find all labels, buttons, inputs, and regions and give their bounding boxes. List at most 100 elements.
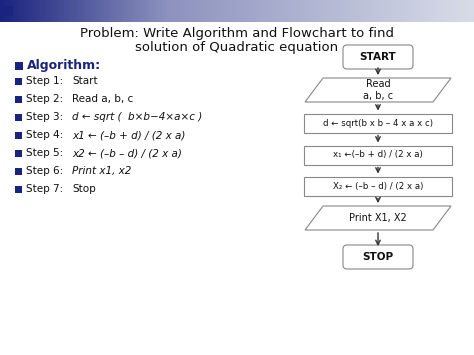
Text: Step 5:: Step 5:	[26, 148, 63, 158]
Bar	[403, 0, 406, 22]
Bar	[339, 0, 342, 22]
Text: Step 7:: Step 7:	[26, 184, 63, 194]
Text: Step 2:: Step 2:	[26, 94, 63, 104]
Bar	[83, 0, 86, 22]
Bar	[405, 0, 409, 22]
Bar	[168, 0, 172, 22]
Bar	[81, 0, 84, 22]
Bar	[431, 0, 435, 22]
Bar	[299, 0, 302, 22]
Text: x1 ← (–b + d) / (2 x a): x1 ← (–b + d) / (2 x a)	[72, 130, 185, 140]
Bar	[15, 149, 22, 157]
Bar	[254, 0, 257, 22]
Bar	[275, 0, 278, 22]
Bar	[455, 0, 458, 22]
Bar	[19, 0, 22, 22]
Bar	[370, 0, 373, 22]
Bar	[128, 0, 131, 22]
Bar	[289, 0, 292, 22]
Bar	[258, 0, 262, 22]
Bar	[360, 0, 364, 22]
Bar	[15, 95, 22, 103]
Bar	[135, 0, 138, 22]
Bar	[73, 0, 77, 22]
Bar	[348, 0, 352, 22]
Bar	[220, 0, 224, 22]
Text: Read
a, b, c: Read a, b, c	[363, 79, 393, 101]
Bar	[346, 0, 349, 22]
Bar	[242, 0, 245, 22]
Bar	[109, 0, 112, 22]
Bar	[15, 168, 22, 175]
Bar	[280, 0, 283, 22]
Bar	[365, 0, 368, 22]
Bar	[358, 0, 361, 22]
Bar	[306, 0, 309, 22]
Bar	[15, 114, 22, 120]
Bar	[204, 0, 207, 22]
Bar	[182, 0, 186, 22]
Bar	[0, 0, 3, 22]
Bar	[130, 0, 134, 22]
Text: Step 4:: Step 4:	[26, 130, 63, 140]
Bar	[15, 131, 22, 138]
Bar	[382, 0, 385, 22]
Bar	[329, 0, 333, 22]
Text: Print X1, X2: Print X1, X2	[349, 213, 407, 223]
Bar	[201, 0, 205, 22]
Bar	[85, 0, 89, 22]
Bar	[47, 0, 51, 22]
Bar	[391, 0, 394, 22]
Bar	[5, 0, 8, 22]
Bar	[36, 0, 39, 22]
Bar	[325, 0, 328, 22]
Bar	[149, 0, 153, 22]
Bar	[17, 0, 20, 22]
Bar	[353, 0, 356, 22]
Text: d ← sqrt (  b×b−4×a×c ): d ← sqrt ( b×b−4×a×c )	[72, 112, 202, 122]
Bar	[154, 0, 157, 22]
Bar	[277, 0, 281, 22]
Bar	[178, 0, 181, 22]
Bar	[171, 0, 174, 22]
Bar	[45, 0, 48, 22]
Bar	[211, 0, 214, 22]
Text: x₁ ←(–b + d) / (2 x a): x₁ ←(–b + d) / (2 x a)	[333, 151, 423, 159]
Bar	[185, 0, 188, 22]
Bar	[142, 0, 146, 22]
Bar	[453, 0, 456, 22]
Bar	[303, 0, 307, 22]
Bar	[268, 0, 271, 22]
Bar	[237, 0, 240, 22]
Bar	[52, 0, 55, 22]
Bar	[379, 0, 383, 22]
Bar	[26, 0, 29, 22]
Text: Step 1:: Step 1:	[26, 76, 63, 86]
Bar	[239, 0, 243, 22]
Bar	[460, 0, 463, 22]
Bar	[450, 0, 454, 22]
Bar	[78, 0, 82, 22]
Bar	[465, 0, 468, 22]
Bar	[372, 0, 375, 22]
Bar	[40, 0, 44, 22]
Bar	[175, 0, 179, 22]
Text: Stop: Stop	[72, 184, 96, 194]
Bar	[284, 0, 288, 22]
Bar	[457, 0, 461, 22]
Bar	[462, 0, 465, 22]
Bar	[137, 0, 141, 22]
Bar	[301, 0, 304, 22]
Bar	[76, 0, 79, 22]
Bar	[228, 0, 231, 22]
Bar	[270, 0, 273, 22]
Bar	[95, 0, 98, 22]
Bar	[469, 0, 473, 22]
Bar	[111, 0, 115, 22]
Text: Algorithm:: Algorithm:	[27, 59, 101, 71]
Bar	[192, 0, 195, 22]
Bar	[88, 0, 91, 22]
Text: Print x1, x2: Print x1, x2	[72, 166, 131, 176]
Text: Step 6:: Step 6:	[26, 166, 63, 176]
Bar	[398, 0, 401, 22]
